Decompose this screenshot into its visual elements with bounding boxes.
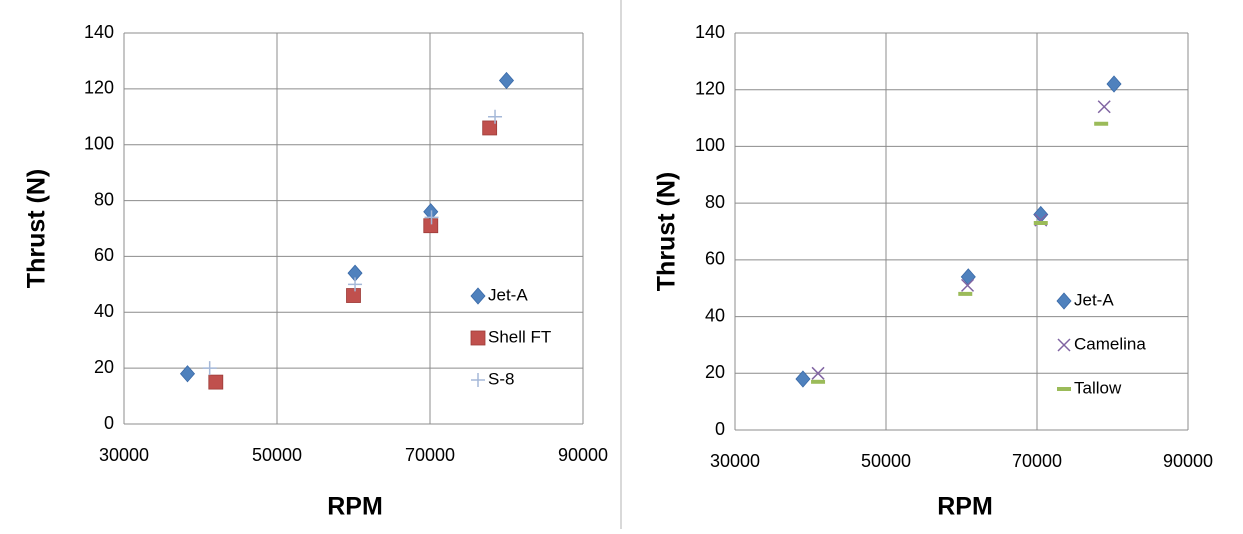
y-tick-label: 20 xyxy=(94,357,114,377)
y-tick-label: 0 xyxy=(715,419,725,439)
data-point xyxy=(208,374,224,390)
x-axis-title: RPM xyxy=(327,493,383,521)
data-point xyxy=(795,370,811,388)
x-tick-label: 30000 xyxy=(99,445,149,465)
legend-label: Tallow xyxy=(1074,378,1122,397)
data-point xyxy=(179,365,196,383)
legend-marker xyxy=(471,373,485,387)
y-tick-label: 120 xyxy=(695,78,725,98)
y-tick-label: 80 xyxy=(94,189,114,209)
y-tick-label: 20 xyxy=(705,362,725,382)
y-tick-label: 100 xyxy=(84,133,114,153)
data-point xyxy=(811,366,825,380)
x-tick-label: 70000 xyxy=(1012,451,1062,471)
x-tick-label: 30000 xyxy=(710,451,760,471)
data-point xyxy=(424,210,439,225)
data-point xyxy=(346,288,361,303)
data-point xyxy=(348,277,363,292)
data-point xyxy=(202,361,217,376)
y-tick-label: 140 xyxy=(695,22,725,42)
y-axis-title: Thrust (N) xyxy=(653,172,681,291)
x-tick-label: 90000 xyxy=(558,445,608,465)
legend-marker xyxy=(470,330,486,346)
data-point xyxy=(423,218,439,234)
x-tick-label: 50000 xyxy=(861,451,911,471)
legend-label: Shell FT xyxy=(488,327,551,346)
legend-marker xyxy=(470,287,486,305)
legend-marker xyxy=(1057,338,1071,352)
y-tick-label: 80 xyxy=(705,192,725,212)
x-tick-label: 50000 xyxy=(252,445,302,465)
legend-label: Jet-A xyxy=(488,285,528,304)
data-point xyxy=(1097,100,1111,114)
x-axis-title: RPM xyxy=(937,493,993,521)
data-point xyxy=(960,268,976,286)
data-point xyxy=(488,109,503,124)
y-tick-label: 120 xyxy=(84,78,114,98)
y-tick-label: 40 xyxy=(94,301,114,321)
y-tick-label: 60 xyxy=(705,249,725,269)
y-tick-label: 100 xyxy=(695,135,725,155)
y-tick-label: 60 xyxy=(94,245,114,265)
legend-label: S-8 xyxy=(488,369,514,388)
data-point xyxy=(1106,75,1122,93)
y-tick-label: 0 xyxy=(104,413,114,433)
x-tick-label: 70000 xyxy=(405,445,455,465)
y-axis-title: Thrust (N) xyxy=(23,169,51,288)
y-tick-label: 40 xyxy=(705,305,725,325)
legend-marker xyxy=(1056,292,1072,310)
data-point xyxy=(482,120,498,136)
x-tick-label: 90000 xyxy=(1163,451,1213,471)
data-point xyxy=(498,71,515,90)
data-point xyxy=(961,278,975,292)
y-tick-label: 140 xyxy=(84,22,114,42)
legend-label: Jet-A xyxy=(1074,290,1114,309)
legend-label: Camelina xyxy=(1074,334,1146,353)
